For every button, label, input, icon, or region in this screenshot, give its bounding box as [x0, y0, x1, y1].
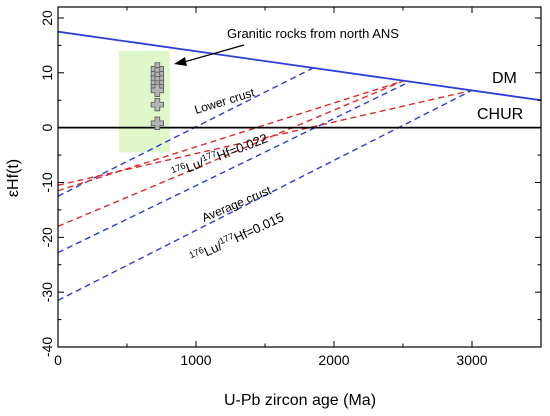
evolution-lines-layer [58, 30, 541, 302]
ratio-label-average-el2: Hf=0.015 [232, 209, 286, 245]
evolution-line-1 [58, 67, 314, 197]
ratio-label-lower-el1: Lu/ [184, 155, 207, 176]
sample-points-layer [150, 62, 164, 130]
sample-point-6 [150, 83, 164, 97]
x-tick-label: 0 [54, 352, 62, 368]
evolution-line-5 [58, 89, 473, 186]
annotation-arrowhead [174, 57, 187, 66]
ratio-label-lower: 176Lu/177Hf=0.022 [169, 130, 269, 181]
sample-field [118, 50, 170, 153]
sample-point-7 [150, 98, 164, 112]
lower-crust-label: Lower crust [193, 85, 257, 117]
sample-point-8 [150, 116, 164, 130]
x-tick-label: 2000 [318, 352, 349, 368]
ratio-label-average-el1: Lu/ [202, 238, 225, 259]
y-tick-label: -30 [39, 282, 55, 302]
chur-label: CHUR [477, 106, 523, 123]
evolution-line-3 [58, 80, 411, 254]
x-tick-label: 3000 [456, 352, 487, 368]
evolution-line-6 [58, 89, 473, 302]
dm-line [58, 30, 541, 102]
evolution-line-2 [58, 80, 404, 192]
annotation-arrow-line [183, 44, 245, 63]
ratio-label-lower-el2: Hf=0.022 [215, 131, 270, 164]
y-tick-label: -10 [39, 172, 55, 192]
dm-label: DM [492, 70, 517, 87]
axis-ticks-layer: 0 1000 2000 3000 -40 -30 -20 -10 0 10 20 [39, 7, 542, 368]
y-tick-label: 20 [39, 10, 55, 26]
x-tick-label: 1000 [180, 352, 211, 368]
y-axis-label: εHf(t) [5, 159, 22, 197]
y-tick-label: 0 [39, 124, 55, 132]
plot-frame [57, 6, 542, 348]
y-tick-label: -40 [39, 337, 55, 357]
y-tick-label: -20 [39, 227, 55, 247]
x-axis-label: U-Pb zircon age (Ma) [224, 392, 376, 409]
granitic-rocks-annotation: Granitic rocks from north ANS [227, 26, 399, 41]
evolution-line-4 [58, 80, 404, 227]
y-tick-label: 10 [39, 65, 55, 81]
sample-field-layer [118, 50, 170, 153]
